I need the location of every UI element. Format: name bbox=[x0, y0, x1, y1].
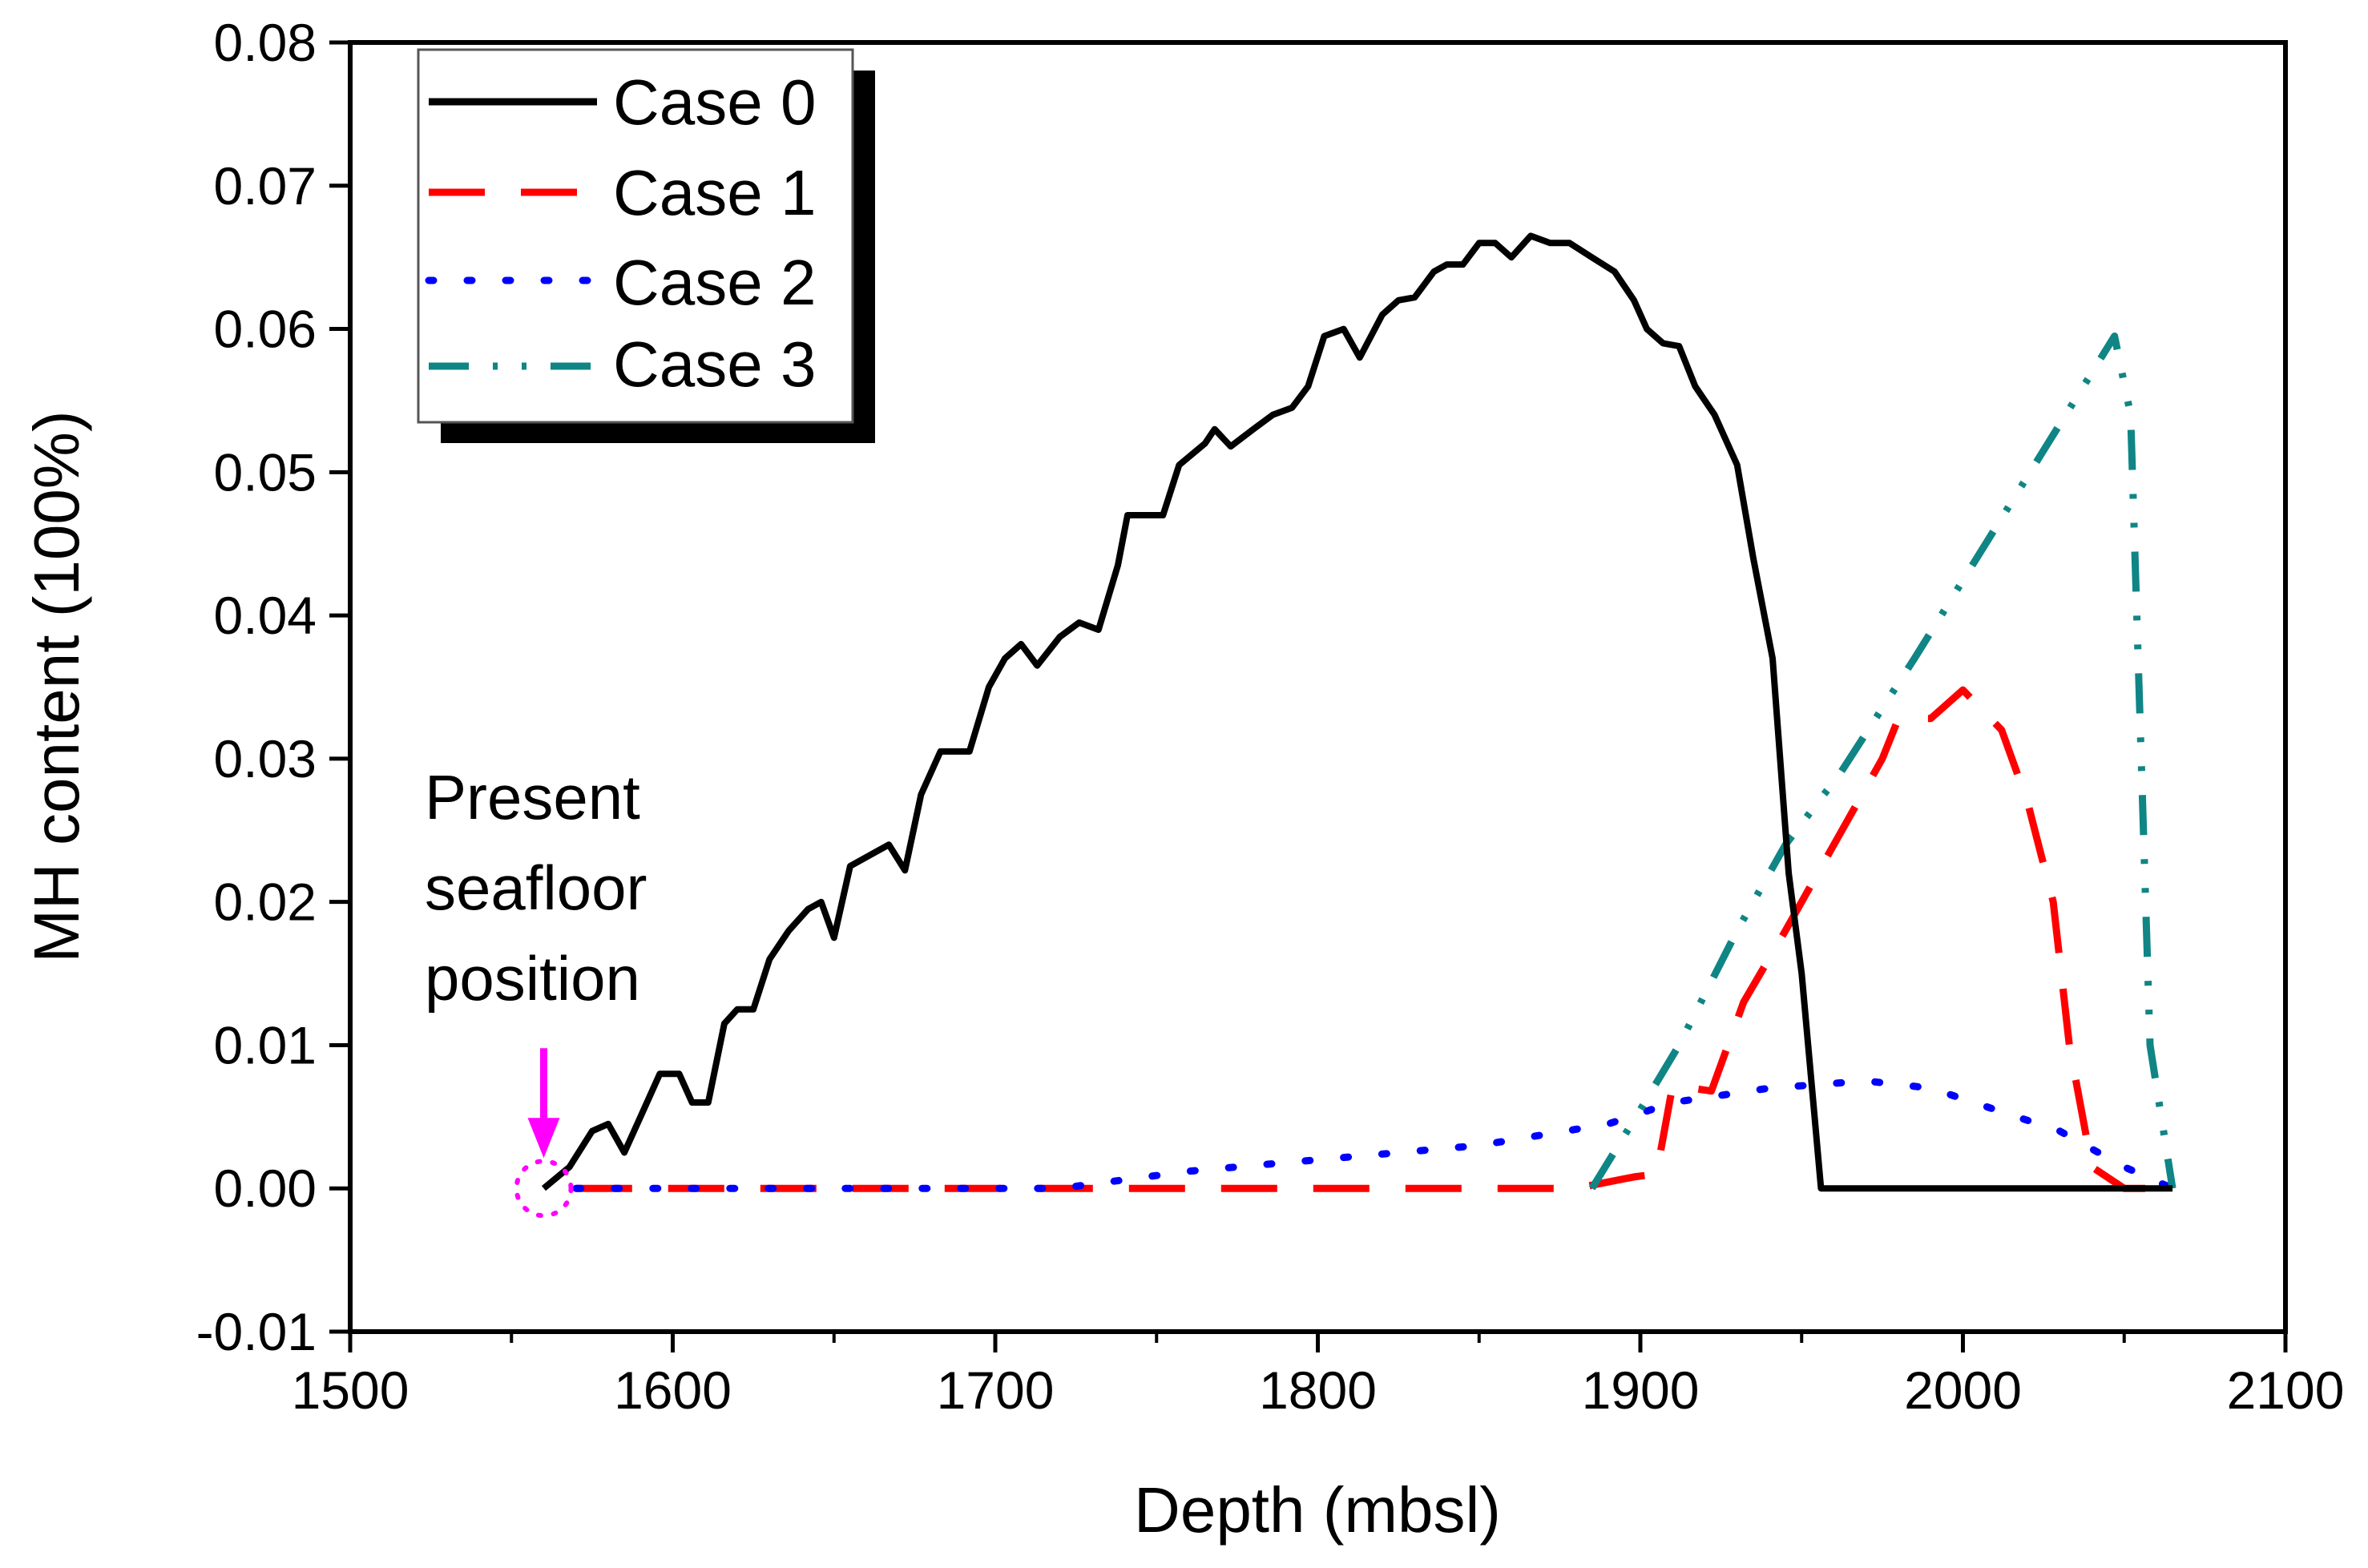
y-tick-label: 0.02 bbox=[214, 873, 317, 932]
x-tick-label: 2000 bbox=[1904, 1360, 2022, 1420]
series-line-case-2 bbox=[572, 1077, 2176, 1192]
y-tick-label: 0.01 bbox=[214, 1015, 317, 1074]
series-line-case-3 bbox=[1588, 333, 2176, 1191]
legend-box bbox=[417, 48, 854, 424]
legend-label-case-2: Case 2 bbox=[613, 247, 816, 318]
annotation-line-2: seafloor bbox=[425, 853, 647, 923]
series-line-case-0 bbox=[541, 232, 2173, 1192]
annotation-line-1: Present bbox=[425, 762, 640, 832]
legend: Case 0 Case 1 Case 2 Case 3 bbox=[417, 48, 875, 443]
seafloor-circle-marker bbox=[514, 1159, 574, 1219]
y-tick-label: 0.07 bbox=[214, 156, 317, 216]
y-tick-label: -0.01 bbox=[196, 1302, 317, 1361]
series-line-case-1 bbox=[575, 686, 2173, 1192]
y-tick-label: 0.05 bbox=[214, 442, 317, 502]
x-tick-label: 1600 bbox=[614, 1360, 732, 1420]
plot-area: 1500 1600 1700 1800 1900 2000 2100 -0.01 0.00 0.0… bbox=[196, 13, 2345, 1420]
y-tick-label: 0.06 bbox=[214, 300, 317, 359]
x-tick-label: 1800 bbox=[1259, 1360, 1377, 1420]
y-axis-label: MH content (100%) bbox=[21, 410, 92, 962]
y-tick-label: 0.03 bbox=[214, 729, 317, 788]
x-tick-label: 1900 bbox=[1582, 1360, 1700, 1420]
x-tick-label: 2100 bbox=[2227, 1360, 2345, 1420]
x-tick-label: 1500 bbox=[292, 1360, 409, 1420]
legend-label-case-3: Case 3 bbox=[613, 329, 816, 400]
y-tick-label: 0.04 bbox=[214, 586, 317, 645]
y-tick-label: 0.00 bbox=[214, 1159, 317, 1218]
y-tick-label: 0.08 bbox=[214, 13, 317, 72]
legend-label-case-1: Case 1 bbox=[613, 157, 816, 228]
annotation-present-seafloor: Present seafloor position bbox=[425, 762, 647, 1014]
annotation-line-3: position bbox=[425, 943, 640, 1014]
legend-label-case-0: Case 0 bbox=[613, 67, 816, 138]
x-axis-label: Depth (mbsl) bbox=[1134, 1474, 1501, 1546]
x-tick-label: 1700 bbox=[937, 1360, 1055, 1420]
arrow-down-icon bbox=[527, 1118, 560, 1159]
